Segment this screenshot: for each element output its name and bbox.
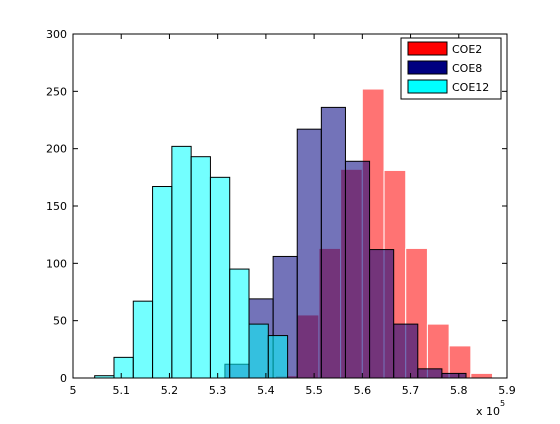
- x-tick-label: 5.2: [161, 384, 179, 397]
- bar-coe12-1: [113, 356, 134, 379]
- bar-coe12-2: [132, 300, 154, 379]
- bar-coe12-6: [209, 176, 231, 379]
- x-exponent-power: 5: [500, 399, 505, 408]
- y-tick-label: 150: [46, 200, 67, 213]
- x-tick-label: 5.4: [257, 384, 275, 397]
- x-tick-label: 5.5: [305, 384, 323, 397]
- bar-coe8-9: [441, 372, 467, 379]
- bar-coe12-4: [171, 145, 192, 379]
- bar-coe8-7: [393, 323, 419, 379]
- bar-coe12-9: [267, 335, 289, 379]
- bar-coe12-3: [152, 186, 173, 379]
- x-tick-label: 5.9: [498, 384, 516, 397]
- bar-coe12-5: [190, 156, 211, 379]
- y-tick-label: 50: [53, 315, 67, 328]
- y-tick-label: 100: [46, 257, 67, 270]
- bar-coe2-9: [470, 372, 494, 379]
- x-tick-label: 5.8: [450, 384, 468, 397]
- legend-label-coe8: COE8: [452, 62, 482, 75]
- y-tick-label: 200: [46, 143, 67, 156]
- x-tick-label: 5.3: [209, 384, 227, 397]
- bar-coe8-4: [320, 106, 346, 379]
- legend-swatch-coe2: [407, 41, 448, 56]
- y-tick-label: 300: [46, 28, 67, 41]
- legend-label-coe2: COE2: [452, 43, 482, 56]
- bar-coe8-6: [369, 249, 395, 379]
- legend-swatch-coe8: [407, 60, 448, 75]
- legend-label-coe12: COE12: [452, 81, 489, 94]
- bar-coe8-3: [296, 128, 322, 379]
- bar-coe12-7: [229, 268, 250, 379]
- bar-coe8-8: [417, 368, 443, 379]
- bar-coe8-5: [344, 160, 371, 379]
- y-tick-label: 250: [46, 85, 67, 98]
- legend: COE2 COE8 COE12: [400, 37, 502, 100]
- x-tick-label: 5: [70, 384, 77, 397]
- x-tick-label: 5.6: [354, 384, 372, 397]
- x-tick-label: 5.1: [112, 384, 130, 397]
- bar-coe12-8: [248, 323, 269, 379]
- x-exponent-base: x 10: [476, 405, 500, 418]
- legend-swatch-coe12: [407, 79, 448, 94]
- bars-layer: [94, 88, 494, 379]
- x-tick-label: 5.7: [402, 384, 420, 397]
- y-tick-label: 0: [60, 372, 67, 385]
